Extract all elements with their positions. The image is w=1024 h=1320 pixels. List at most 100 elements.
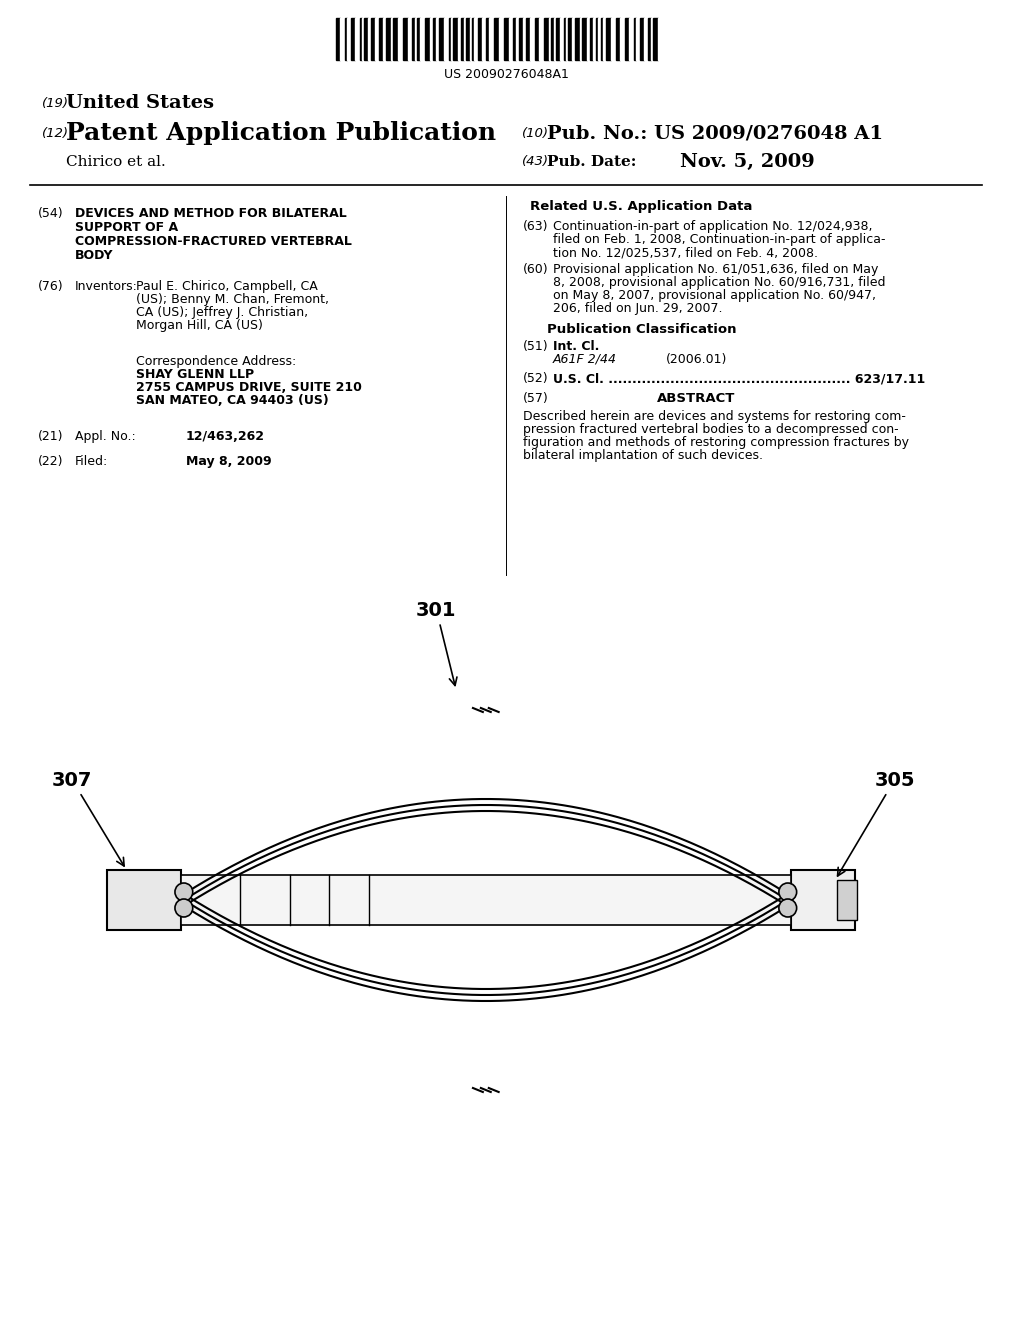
Text: CA (US); Jeffrey J. Christian,: CA (US); Jeffrey J. Christian, — [136, 306, 308, 319]
Text: (51): (51) — [523, 341, 549, 352]
Bar — [651, 18, 653, 59]
Bar — [398, 18, 403, 59]
Text: on May 8, 2007, provisional application No. 60/947,: on May 8, 2007, provisional application … — [553, 289, 876, 302]
Bar — [371, 18, 375, 59]
Text: SUPPORT OF A: SUPPORT OF A — [75, 220, 178, 234]
Bar — [466, 18, 470, 59]
Bar — [361, 18, 364, 59]
Text: (52): (52) — [523, 372, 549, 385]
Bar — [347, 18, 351, 59]
Bar — [625, 18, 629, 59]
Bar — [644, 18, 648, 59]
Bar — [516, 18, 519, 59]
Bar — [535, 18, 539, 59]
Circle shape — [175, 899, 193, 917]
Bar — [593, 18, 596, 59]
Text: A61F 2/44: A61F 2/44 — [553, 352, 616, 366]
Bar — [495, 18, 499, 59]
Bar — [351, 18, 355, 59]
Text: COMPRESSION-FRACTURED VERTEBRAL: COMPRESSION-FRACTURED VERTEBRAL — [75, 235, 352, 248]
Bar — [461, 18, 464, 59]
Bar — [430, 18, 433, 59]
Bar — [556, 18, 560, 59]
Bar — [106, 870, 181, 931]
Bar — [458, 18, 461, 59]
Bar — [615, 18, 620, 59]
Bar — [504, 18, 509, 59]
Bar — [391, 18, 393, 59]
Bar — [648, 18, 651, 59]
Text: (22): (22) — [38, 455, 63, 469]
Text: 2755 CAMPUS DRIVE, SUITE 210: 2755 CAMPUS DRIVE, SUITE 210 — [136, 381, 362, 393]
Text: 8, 2008, provisional application No. 60/916,731, filed: 8, 2008, provisional application No. 60/… — [553, 276, 885, 289]
Text: 206, filed on Jun. 29, 2007.: 206, filed on Jun. 29, 2007. — [553, 302, 722, 315]
Bar — [640, 18, 644, 59]
Text: 307: 307 — [52, 771, 124, 866]
Text: Paul E. Chirico, Campbell, CA: Paul E. Chirico, Campbell, CA — [136, 280, 318, 293]
Bar — [838, 880, 857, 920]
Bar — [386, 18, 391, 59]
Bar — [606, 18, 611, 59]
Text: Inventors:: Inventors: — [75, 280, 138, 293]
Text: (2006.01): (2006.01) — [667, 352, 728, 366]
Bar — [409, 18, 413, 59]
Bar — [566, 18, 568, 59]
Bar — [443, 18, 449, 59]
Bar — [417, 18, 420, 59]
Bar — [611, 18, 615, 59]
Text: Related U.S. Application Data: Related U.S. Application Data — [530, 201, 753, 213]
Bar — [603, 18, 606, 59]
Text: filed on Feb. 1, 2008, Continuation-in-part of applica-: filed on Feb. 1, 2008, Continuation-in-p… — [553, 234, 885, 246]
Bar — [355, 18, 359, 59]
Text: Morgan Hill, CA (US): Morgan Hill, CA (US) — [136, 319, 263, 333]
Bar — [451, 18, 453, 59]
Bar — [403, 18, 409, 59]
Bar — [359, 18, 361, 59]
Bar — [383, 18, 386, 59]
Text: Publication Classification: Publication Classification — [547, 323, 736, 337]
Bar — [499, 18, 504, 59]
Text: (21): (21) — [38, 430, 63, 444]
Text: SHAY GLENN LLP: SHAY GLENN LLP — [136, 368, 255, 381]
Bar — [364, 18, 368, 59]
Text: Continuation-in-part of application No. 12/024,938,: Continuation-in-part of application No. … — [553, 220, 872, 234]
Bar — [433, 18, 436, 59]
Bar — [653, 18, 658, 59]
Bar — [587, 18, 590, 59]
Circle shape — [175, 883, 193, 902]
Text: 301: 301 — [416, 601, 457, 685]
Bar — [345, 18, 347, 59]
Bar — [420, 18, 425, 59]
Bar — [464, 18, 466, 59]
Text: (63): (63) — [523, 220, 549, 234]
Text: (12): (12) — [42, 127, 69, 140]
Bar — [509, 18, 513, 59]
Bar — [544, 18, 549, 59]
Bar — [415, 18, 417, 59]
Bar — [581, 18, 583, 59]
Text: tion No. 12/025,537, filed on Feb. 4, 2008.: tion No. 12/025,537, filed on Feb. 4, 20… — [553, 246, 817, 259]
Text: U.S. Cl. ................................................... 623/17.11: U.S. Cl. ...............................… — [553, 372, 925, 385]
Bar — [526, 18, 529, 59]
Text: (60): (60) — [523, 263, 549, 276]
Text: Filed:: Filed: — [75, 455, 109, 469]
Circle shape — [779, 899, 797, 917]
Bar — [572, 18, 575, 59]
Bar — [791, 870, 855, 931]
Bar — [478, 18, 482, 59]
Bar — [336, 18, 340, 59]
Text: Appl. No.:: Appl. No.: — [75, 430, 136, 444]
Text: bilateral implantation of such devices.: bilateral implantation of such devices. — [523, 449, 763, 462]
Text: (43): (43) — [522, 156, 549, 169]
Bar — [486, 18, 489, 59]
Bar — [436, 18, 439, 59]
Bar — [449, 18, 451, 59]
Bar — [583, 18, 587, 59]
Text: Int. Cl.: Int. Cl. — [553, 341, 599, 352]
Bar — [519, 18, 523, 59]
Bar — [620, 18, 625, 59]
Bar — [181, 875, 791, 925]
Text: (54): (54) — [38, 207, 63, 220]
Bar — [425, 18, 430, 59]
Bar — [596, 18, 598, 59]
